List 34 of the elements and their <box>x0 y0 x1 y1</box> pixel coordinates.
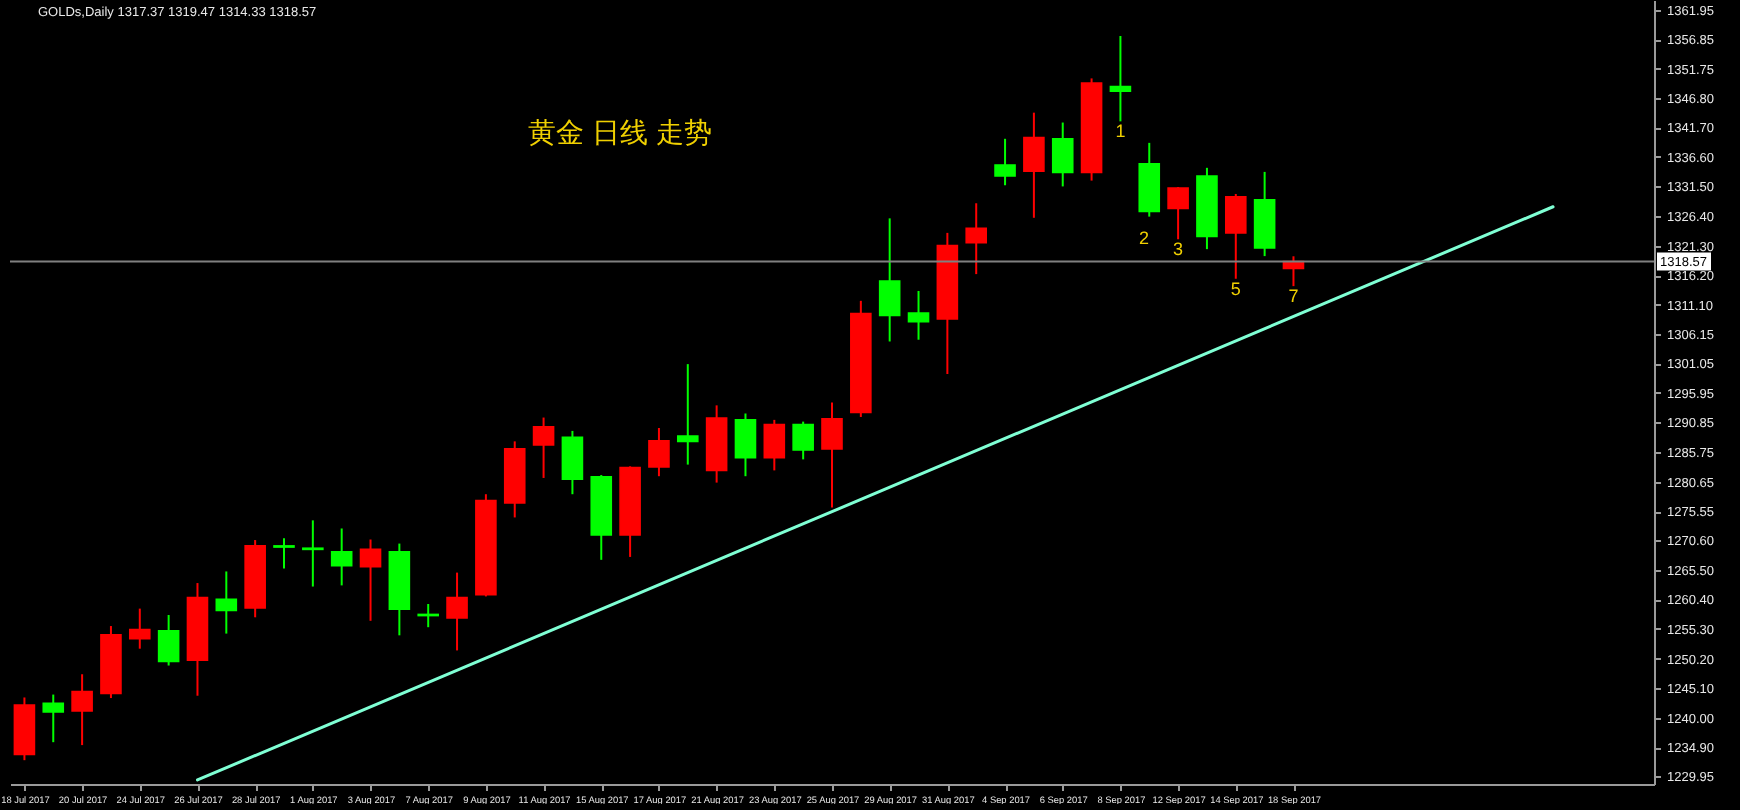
annotation: 5 <box>1230 278 1241 299</box>
candlestick <box>561 429 584 496</box>
candlestick <box>1023 111 1045 219</box>
annotation: 2 <box>1138 228 1150 248</box>
candlestick <box>734 412 757 478</box>
candlestick <box>42 693 65 744</box>
annotation: 7 <box>1288 286 1299 307</box>
candlestick <box>792 420 814 461</box>
candlestick <box>302 519 324 588</box>
candlestick <box>273 537 295 570</box>
candlestick <box>1167 186 1189 241</box>
annotation: 1 <box>1115 121 1126 142</box>
candlestick <box>878 217 901 343</box>
candlestick <box>907 289 930 341</box>
candlestick <box>532 416 555 479</box>
candlestick <box>676 363 699 466</box>
candlestick <box>128 607 151 650</box>
candlestick <box>446 571 468 652</box>
annotation: 3 <box>1173 239 1184 260</box>
candlestick <box>763 418 786 472</box>
candlestick <box>330 527 353 587</box>
candlestick <box>1224 192 1247 280</box>
candlestick <box>965 202 988 276</box>
annotation: 黄金 日线 走势 <box>528 116 712 148</box>
candlestick <box>71 673 93 747</box>
candlestick <box>821 401 843 509</box>
candlestick <box>1051 121 1074 188</box>
candlestick <box>648 427 670 478</box>
candlestick <box>1138 141 1161 218</box>
candlestick <box>1109 35 1132 123</box>
candlestick <box>157 614 180 667</box>
candlestick <box>215 570 238 635</box>
candlestick <box>994 137 1016 187</box>
candlestick <box>359 538 382 622</box>
